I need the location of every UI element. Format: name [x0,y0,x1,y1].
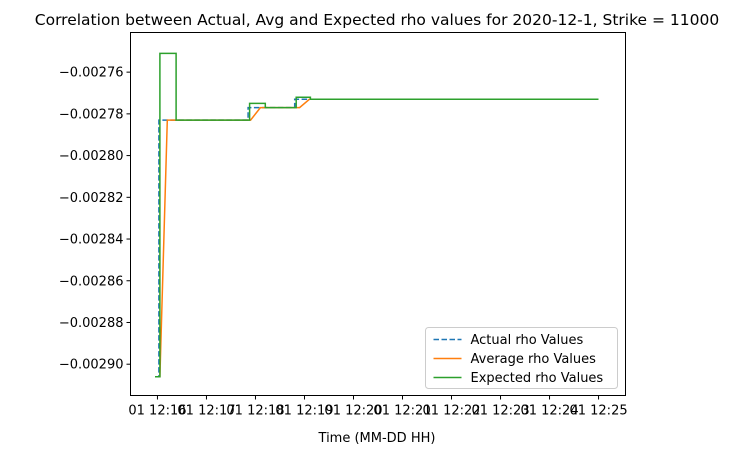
series-line-0 [155,98,599,378]
x-axis-label: Time (MM-DD HH) [318,431,436,446]
y-tick-label: −0.00282 [59,191,124,206]
y-tick-label: −0.00280 [59,149,124,164]
plot-frame [130,32,626,396]
legend: Actual rho Values Average rho Values Expec… [425,327,618,389]
x-tick-label: 01 12:17 [177,404,235,419]
plot-area [155,52,599,378]
y-tick-label: −0.00288 [59,316,124,331]
x-tick-label: 01 12:21 [373,404,431,419]
legend-label: Actual rho Values [471,333,584,348]
x-tick-label: 01 12:16 [128,404,186,419]
y-tick-label: −0.00290 [59,358,124,373]
x-tick-label: 01 12:22 [422,404,480,419]
series-line-1 [155,98,599,378]
y-tick-label: −0.00284 [59,233,124,248]
y-tick-label: −0.00278 [59,107,124,122]
x-tick-label: 01 12:20 [324,404,382,419]
y-tick-label: −0.00276 [59,66,124,81]
x-tick-label: 01 12:19 [275,404,333,419]
x-tick-label: 01 12:24 [520,404,578,419]
series-line-2 [155,52,599,378]
legend-label: Average rho Values [471,352,597,367]
legend-label: Expected rho Values [471,371,604,386]
y-axis: −0.00290 −0.00288 −0.00286 −0.00284 −0.00282… [59,66,131,373]
y-tick-label: −0.00286 [59,274,124,289]
chart-title: Correlation between Actual, Avg and Expe… [35,11,719,29]
x-tick-label: 01 12:18 [226,404,284,419]
legend-box [425,327,618,389]
x-tick-label: 01 12:25 [569,404,627,419]
x-tick-label: 01 12:23 [471,404,529,419]
